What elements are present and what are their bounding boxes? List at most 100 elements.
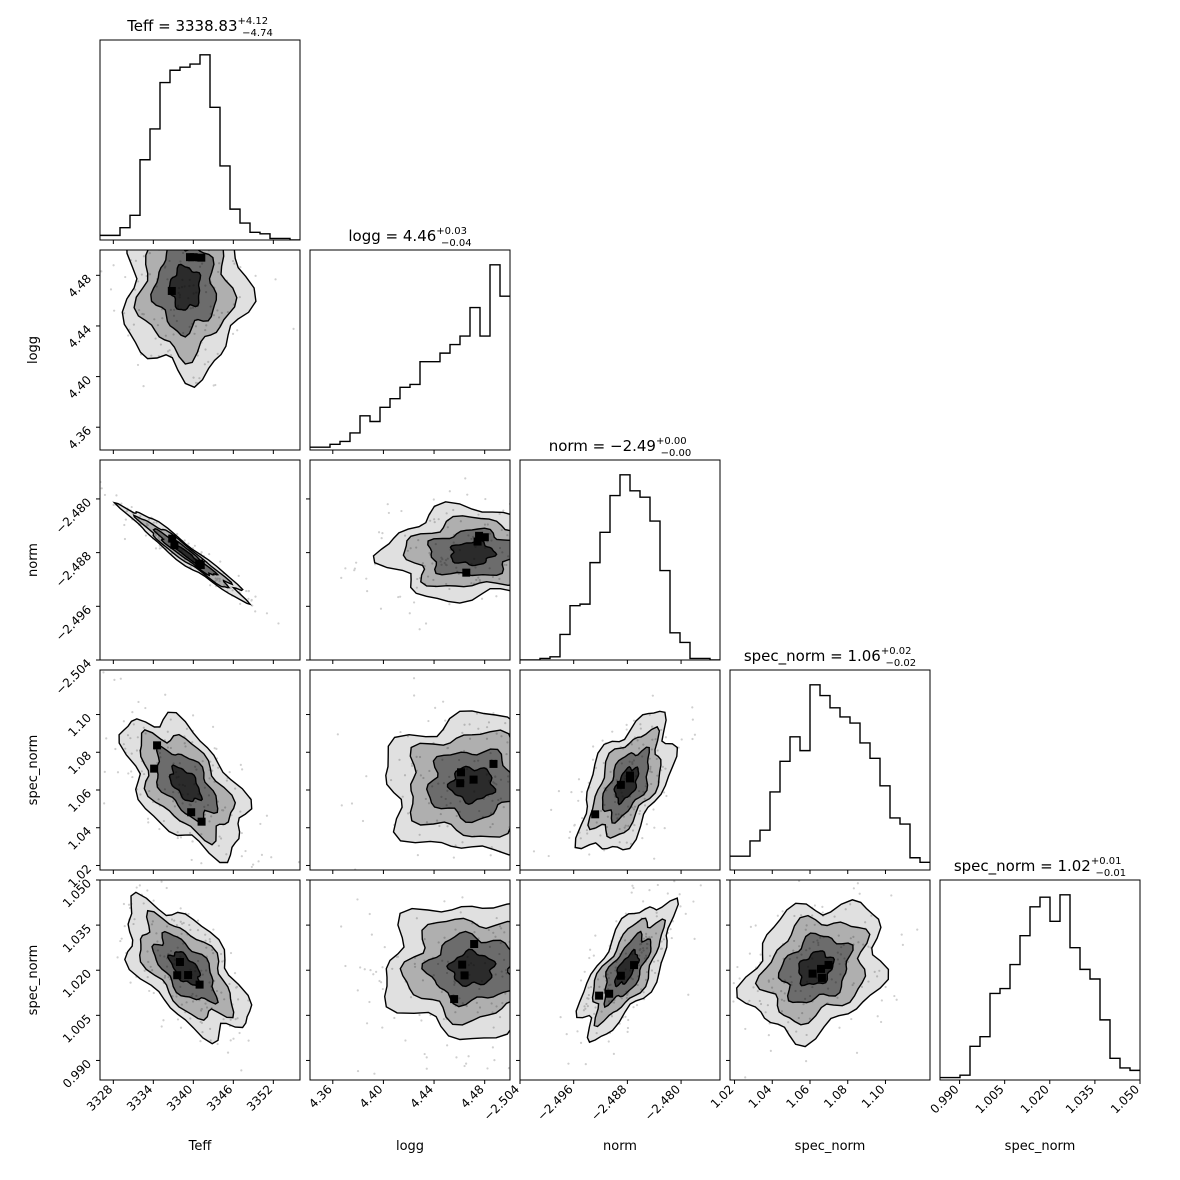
sample-point — [873, 970, 876, 973]
sample-point — [126, 734, 130, 737]
sample-point — [541, 520, 543, 522]
y-tick-label: 4.44 — [65, 322, 94, 351]
sample-point — [146, 817, 150, 820]
panel-frame — [99, 249, 301, 451]
panel-title-2: norm = −2.49+0.00 −0.00 — [549, 436, 692, 459]
sample-point — [876, 975, 879, 978]
sample-point — [189, 928, 192, 932]
sample-point — [489, 826, 492, 829]
sample-point — [212, 952, 215, 955]
sample-point — [383, 880, 385, 882]
sample-point — [194, 381, 198, 384]
sample-point — [406, 735, 410, 738]
sample-point — [587, 986, 590, 989]
sample-point — [194, 765, 197, 768]
sample-point — [200, 1009, 203, 1012]
sample-point — [498, 952, 501, 956]
sample-point — [176, 836, 179, 840]
sample-point — [187, 542, 190, 545]
density-contour — [383, 903, 510, 1041]
sample-point — [340, 576, 343, 579]
sample-point — [916, 928, 919, 931]
sample-point — [166, 350, 170, 353]
sample-point — [632, 808, 636, 811]
x-tick-label: 1.04 — [746, 1082, 775, 1111]
sample-point — [103, 493, 107, 497]
sample-point — [201, 262, 204, 265]
sample-point — [679, 905, 682, 908]
density-peak-bin — [458, 960, 467, 969]
sample-point — [209, 584, 212, 587]
sample-point — [626, 1030, 629, 1033]
sample-point — [613, 800, 617, 804]
sample-point — [359, 966, 362, 969]
sample-point — [525, 954, 527, 956]
sample-point — [650, 935, 653, 939]
density-contour — [449, 539, 498, 567]
sample-point — [614, 813, 618, 816]
sample-point — [154, 547, 158, 550]
sample-point — [504, 969, 508, 972]
sample-point — [247, 597, 250, 600]
sample-point — [132, 226, 134, 228]
sample-point — [205, 946, 208, 949]
sample-point — [100, 270, 103, 273]
sample-point — [529, 808, 531, 810]
sample-point — [229, 1039, 232, 1042]
sample-point — [511, 576, 513, 578]
sample-point — [811, 985, 814, 989]
sample-point — [452, 541, 455, 544]
sample-point — [499, 778, 503, 781]
sample-point — [675, 874, 677, 876]
sample-point — [182, 331, 185, 335]
sample-point — [132, 922, 135, 926]
sample-point — [808, 1017, 811, 1020]
sample-point — [209, 760, 212, 763]
sample-point — [212, 314, 216, 317]
sample-point — [500, 528, 503, 532]
sample-point — [176, 532, 179, 536]
sample-point — [247, 999, 250, 1002]
sample-point — [417, 538, 420, 542]
sample-point — [250, 599, 253, 602]
sample-point — [550, 774, 552, 776]
sample-point — [148, 790, 151, 793]
sample-point — [838, 1026, 841, 1029]
sample-point — [600, 1010, 603, 1013]
sample-point — [513, 687, 515, 689]
panel-frame — [99, 39, 301, 241]
sample-point — [191, 306, 195, 309]
sample-point — [438, 824, 441, 828]
sample-point — [805, 1059, 808, 1063]
sample-point — [650, 748, 653, 751]
sample-point — [579, 837, 582, 840]
sample-point — [208, 981, 211, 984]
sample-point — [189, 804, 192, 807]
sample-point — [369, 969, 372, 972]
sample-point — [547, 854, 550, 858]
panel-frame — [519, 459, 721, 661]
sample-point — [475, 1001, 478, 1004]
sample-point — [123, 523, 126, 527]
sample-point — [158, 538, 161, 541]
sample-point — [581, 816, 584, 820]
density-peak-bin — [175, 957, 184, 966]
sample-point — [664, 736, 668, 739]
sample-point — [393, 1016, 396, 1020]
sample-point — [442, 700, 445, 703]
sample-point — [494, 935, 497, 938]
density-panel-2-1 — [306, 459, 543, 664]
sample-point — [88, 474, 90, 476]
sample-point — [181, 251, 185, 255]
density-peak-bin — [595, 991, 604, 1000]
sample-point — [568, 753, 570, 755]
sample-point — [843, 957, 846, 960]
sample-point — [437, 782, 440, 785]
sample-point — [215, 989, 219, 993]
sample-point — [363, 968, 366, 971]
sample-point — [173, 919, 176, 922]
sample-point — [517, 978, 519, 980]
sample-point — [521, 566, 523, 568]
panel-title-lower-error-4: −0.01 — [1096, 868, 1127, 879]
sample-point — [202, 245, 204, 247]
